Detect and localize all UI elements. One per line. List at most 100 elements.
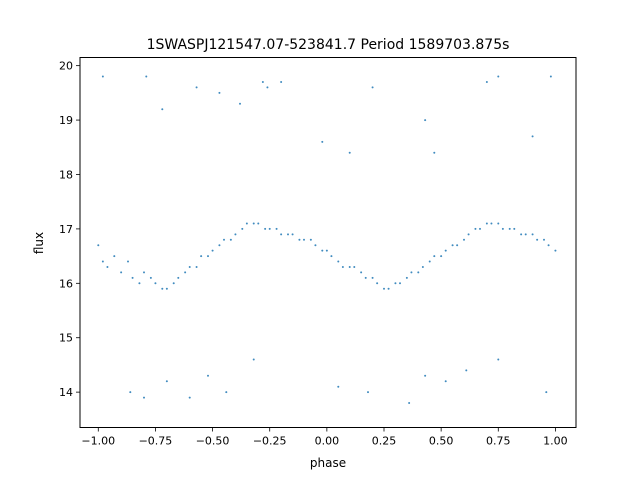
data-point: [364, 276, 367, 279]
data-point: [531, 233, 534, 236]
data-point: [497, 75, 500, 78]
data-point: [127, 260, 129, 263]
data-point: [376, 282, 379, 285]
data-point: [444, 380, 447, 383]
x-tick-label: −0.50: [196, 435, 230, 448]
data-point: [280, 80, 283, 83]
data-point: [456, 244, 459, 247]
data-point: [120, 271, 123, 274]
y-tick-label: 15: [59, 332, 73, 345]
data-point: [149, 276, 152, 279]
data-point: [545, 391, 548, 394]
data-point: [508, 227, 511, 230]
data-point: [161, 287, 164, 290]
data-point: [428, 260, 431, 263]
data-point: [410, 271, 413, 274]
data-point: [188, 265, 191, 268]
data-point: [287, 233, 289, 236]
data-point: [172, 282, 175, 285]
data-point: [101, 260, 104, 263]
data-point: [554, 249, 557, 252]
data-point: [474, 227, 477, 230]
data-point: [424, 119, 427, 122]
data-point: [207, 255, 209, 258]
data-point: [485, 222, 488, 225]
x-tick-label: −0.75: [139, 435, 173, 448]
x-axis-label: phase: [310, 456, 346, 470]
data-point: [501, 227, 504, 230]
data-point: [399, 282, 401, 285]
data-point: [451, 244, 454, 247]
data-point: [218, 244, 221, 247]
data-point: [97, 244, 100, 247]
data-point: [524, 233, 527, 236]
y-tick-label: 19: [59, 114, 73, 127]
data-point: [543, 238, 545, 241]
data-point: [211, 249, 214, 252]
data-point: [383, 287, 385, 290]
data-point: [234, 233, 237, 236]
data-point: [549, 75, 552, 78]
data-point: [330, 255, 333, 258]
data-point: [218, 91, 221, 94]
data-point: [444, 249, 447, 252]
x-tick-label: 1.00: [543, 435, 568, 448]
data-point: [195, 265, 198, 268]
data-point: [387, 287, 390, 290]
data-point: [143, 271, 145, 274]
x-tick-label: 0.50: [429, 435, 454, 448]
x-tick-label: −1.00: [81, 435, 115, 448]
data-point: [309, 238, 312, 241]
data-point: [485, 80, 488, 83]
data-point: [207, 374, 209, 377]
y-tick-label: 14: [59, 386, 73, 399]
data-point: [145, 75, 148, 78]
data-point: [245, 222, 248, 225]
data-point: [348, 151, 351, 154]
x-axis-ticks: −1.00 −0.75 −0.50 −0.25 0.00 0.25 0.50 0.75 1.00: [81, 427, 568, 448]
data-point: [252, 358, 255, 361]
data-point: [467, 233, 470, 236]
data-point: [321, 249, 324, 252]
data-point: [547, 244, 550, 247]
data-point: [113, 255, 116, 258]
data-point: [479, 227, 481, 230]
data-point: [268, 227, 271, 230]
data-point: [433, 151, 436, 154]
data-point: [298, 238, 301, 241]
data-point: [184, 271, 187, 274]
data-point: [520, 233, 523, 236]
data-point: [129, 391, 132, 394]
data-point: [325, 249, 328, 252]
data-point: [239, 102, 241, 105]
data-point: [223, 238, 225, 241]
data-point: [337, 260, 340, 263]
x-tick-label: 0.00: [315, 435, 340, 448]
chart-title: 1SWASPJ121547.07-523841.7 Period 1589703…: [147, 37, 510, 53]
data-point: [241, 227, 244, 230]
y-axis-ticks: 14 15 16 17 18 19 20: [59, 60, 80, 399]
data-points: [97, 75, 557, 405]
data-point: [195, 86, 198, 89]
data-point: [257, 222, 260, 225]
data-point: [261, 80, 264, 83]
data-point: [291, 233, 294, 236]
data-point: [321, 140, 324, 143]
plot-frame: [79, 57, 577, 428]
data-point: [421, 265, 424, 268]
y-tick-label: 17: [59, 223, 73, 236]
data-point: [165, 287, 168, 290]
data-point: [165, 380, 168, 383]
data-point: [303, 238, 305, 241]
data-point: [225, 391, 228, 394]
data-point: [131, 276, 134, 279]
data-point: [314, 244, 317, 247]
data-point: [264, 227, 267, 230]
data-point: [266, 86, 269, 89]
data-point: [348, 265, 351, 268]
data-point: [405, 276, 408, 279]
data-point: [252, 222, 255, 225]
data-point: [177, 276, 180, 279]
